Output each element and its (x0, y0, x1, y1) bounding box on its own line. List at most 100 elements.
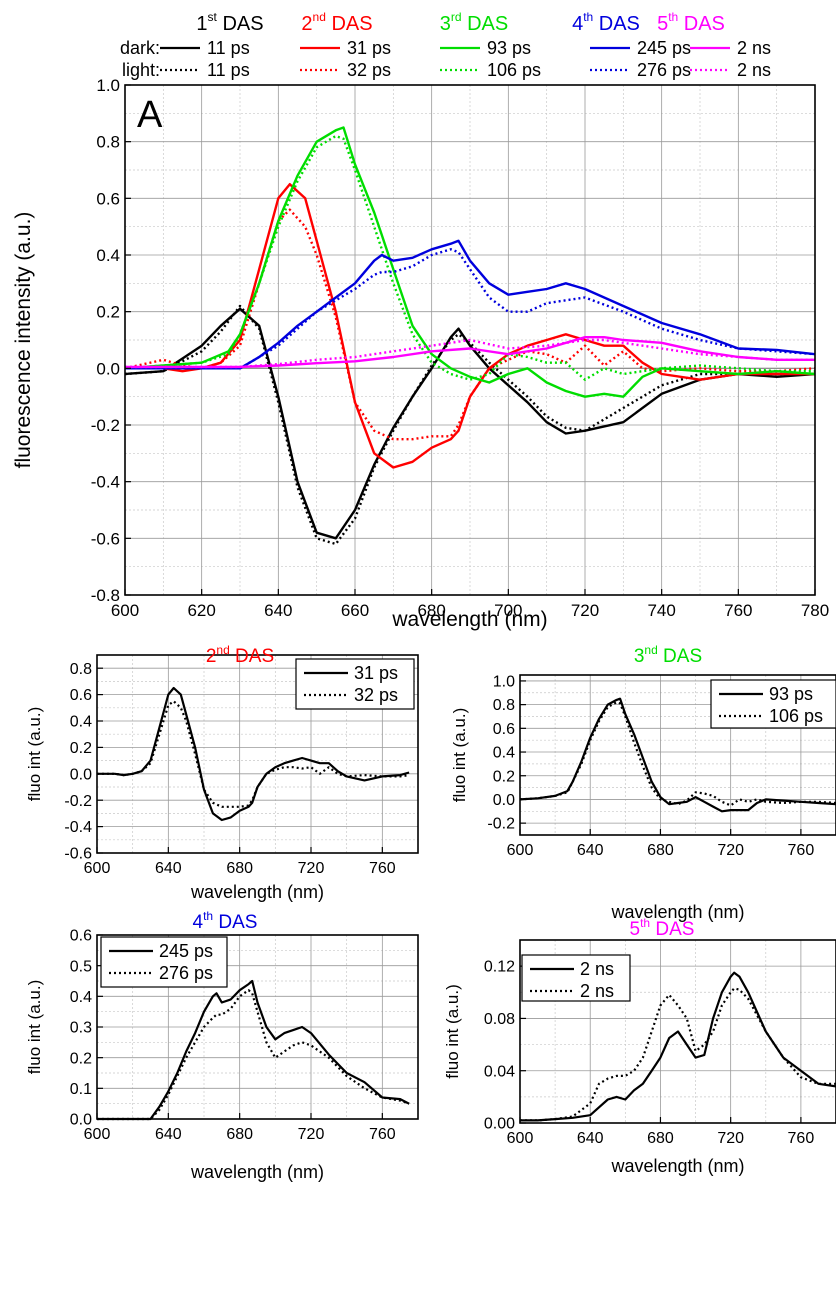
y-tick-label: 0.6 (96, 189, 120, 208)
y-tick-label: 0.0 (493, 792, 515, 809)
y-tick-label: -0.6 (91, 529, 120, 548)
series-line-9 (125, 338, 815, 369)
y-tick-label: 0.0 (70, 766, 92, 783)
legend-label: 2 ns (580, 981, 614, 1001)
legend-entry-light: 32 ps (347, 60, 391, 80)
y-tick-label: 0.3 (70, 1020, 92, 1037)
x-tick-label: 760 (788, 842, 815, 859)
x-tick-label: 720 (717, 842, 744, 859)
x-tick-label: 720 (571, 601, 599, 620)
x-tick-label: 720 (717, 1130, 744, 1147)
chart-title-sup: nd (644, 643, 657, 657)
legend-column-title: 1st DAS (196, 10, 263, 35)
legend-column-suffix: DAS (678, 13, 725, 35)
chart-das5: 600 640 680 720 760 0.00 0.04 0.08 0.12 wavelengt… (443, 916, 836, 1176)
y-tick-label: -0.2 (487, 816, 515, 833)
series-line-3 (124, 208, 816, 441)
chart-das4: 600 640 680 720 760 0.0 0.1 0.2 0.3 0.4 0.5 0.6 wave… (25, 909, 419, 1182)
x-tick-label: 760 (369, 1126, 396, 1143)
chart-title-num: 4 (193, 912, 204, 933)
chart-title-suffix: DAS (658, 646, 702, 667)
legend-column-num: 5 (657, 13, 668, 35)
y-tick-label: 0.2 (493, 768, 515, 785)
legend-entry-light: 276 ps (637, 60, 691, 80)
y-axis-label: fluorescence intensity (a.u.) (12, 212, 35, 469)
series-line-8 (125, 336, 815, 369)
series-line-0 (124, 307, 816, 540)
legend-row-label: light: (122, 60, 160, 80)
chart-title-sup: th (640, 916, 650, 930)
legend-box (710, 679, 836, 729)
plot-frame (124, 84, 816, 596)
legend-row-label: dark: (120, 38, 160, 58)
legend-entry-dark: 245 ps (637, 38, 691, 58)
x-tick-label: 720 (298, 1126, 325, 1143)
y-axis-label: fluo int (a.u.) (443, 984, 462, 1079)
y-tick-label: 0.0 (96, 359, 120, 378)
plot-frame (96, 654, 419, 854)
legend-column-title: 2nd DAS (301, 10, 372, 35)
y-tick-label: 0.4 (493, 745, 515, 762)
y-tick-label: 0.6 (70, 687, 92, 704)
x-tick-label: 600 (84, 1126, 111, 1143)
chart-title-suffix: DAS (213, 912, 257, 933)
y-tick-label: 0.5 (70, 958, 92, 975)
x-tick-label: 720 (298, 860, 325, 877)
chart-title-suffix: DAS (230, 646, 274, 667)
x-axis-label: wavelength (nm) (190, 882, 324, 902)
series-line-7 (125, 248, 816, 370)
y-tick-label: -0.8 (91, 586, 120, 605)
legend-entry-dark: 11 ps (207, 38, 250, 58)
y-tick-label: 0.8 (96, 133, 120, 152)
x-tick-label: 680 (226, 1126, 253, 1143)
chart-title-suffix: DAS (650, 919, 694, 940)
y-tick-label: 0.00 (484, 1116, 515, 1133)
legend-column-sup: th (583, 10, 593, 24)
legend-entry-light: 2 ns (737, 60, 771, 80)
x-tick-label: 760 (724, 601, 752, 620)
x-tick-label: 640 (577, 842, 604, 859)
series-line-1 (124, 304, 815, 546)
x-tick-label: 680 (647, 842, 674, 859)
chart-title: 4th DAS (193, 909, 258, 933)
legend-entry-dark: 31 ps (347, 38, 391, 58)
legend-label: 2 ns (580, 959, 614, 979)
x-tick-label: 600 (111, 601, 139, 620)
legend-column-num: 1 (196, 13, 207, 35)
y-tick-label: 0.08 (484, 1011, 515, 1028)
legend-entry-dark: 2 ns (737, 38, 771, 58)
series-line-0 (97, 686, 410, 822)
x-tick-label: 760 (788, 1130, 815, 1147)
x-axis-label: wavelength (nm) (190, 1162, 324, 1182)
legend-label: 32 ps (354, 685, 398, 705)
x-tick-label: 640 (155, 860, 182, 877)
chart-title: 5th DAS (630, 916, 695, 940)
y-tick-label: -0.4 (64, 819, 92, 836)
legend-box (295, 658, 415, 710)
legend-column-num: 2 (301, 13, 312, 35)
x-tick-label: 600 (507, 1130, 534, 1147)
y-tick-label: 0.2 (70, 1050, 92, 1067)
y-tick-label: -0.4 (91, 473, 120, 492)
legend-column-title: 3rd DAS (440, 10, 508, 35)
legend-column-num: 3 (440, 13, 451, 35)
y-tick-label: -0.2 (64, 793, 92, 810)
x-tick-label: 780 (801, 601, 829, 620)
x-tick-label: 640 (155, 1126, 182, 1143)
series-line-1 (97, 989, 410, 1121)
x-tick-label: 620 (187, 601, 215, 620)
y-tick-label: 0.6 (70, 928, 92, 945)
y-tick-label: 0.6 (493, 721, 515, 738)
legend-header: 1st DAS 2nd DAS 3rd DAS 4th DAS 5th DASdark:… (120, 10, 771, 80)
legend-column-sup: nd (313, 10, 326, 24)
plot-frame (519, 674, 836, 836)
y-tick-label: 0.04 (484, 1063, 515, 1080)
series-line-6 (125, 239, 816, 370)
y-tick-label: 0.8 (493, 697, 515, 714)
x-axis-label: wavelength (nm) (391, 608, 547, 631)
x-tick-label: 680 (226, 860, 253, 877)
x-tick-label: 600 (507, 842, 534, 859)
x-axis-label: wavelength (nm) (610, 1156, 744, 1176)
